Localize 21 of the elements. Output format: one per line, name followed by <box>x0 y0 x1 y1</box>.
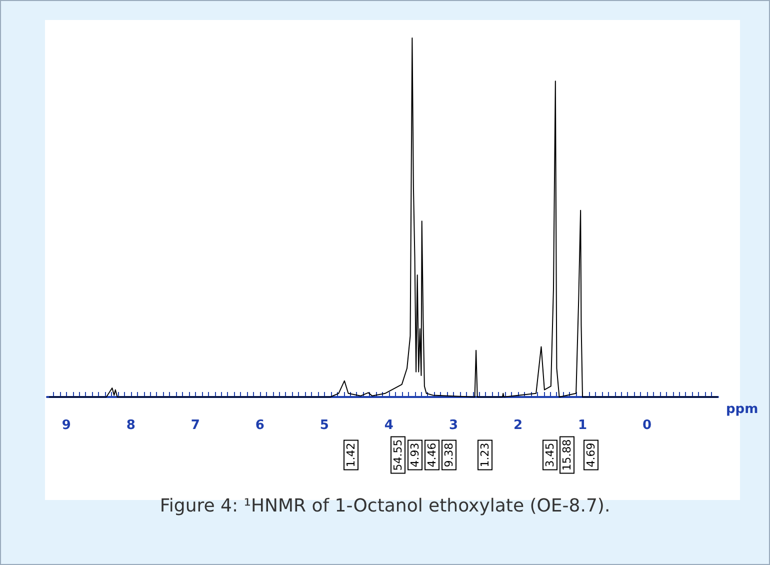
text: 4.93 <box>408 442 422 468</box>
text: 9.38 <box>442 442 456 468</box>
text: Figure 4: ¹HNMR of 1-Octanol ethoxylate (OE-8.7). <box>160 496 610 516</box>
x-tick-label: 3 <box>448 418 458 433</box>
x-tick-label: 5 <box>320 418 329 433</box>
text: 54.55 <box>392 439 404 471</box>
text: 1.42 <box>344 442 358 468</box>
x-tick-label: 8 <box>126 418 136 433</box>
x-tick-label: 1 <box>578 418 588 433</box>
x-axis-title: ppm <box>726 402 758 417</box>
text: 1.23 <box>478 442 492 468</box>
x-tick-label: 4 <box>384 418 394 433</box>
text: 4.69 <box>584 442 598 468</box>
text: 3.45 <box>544 442 556 468</box>
x-tick-label: 2 <box>513 418 523 433</box>
text: 4.46 <box>426 442 438 468</box>
x-tick-label: 9 <box>62 418 71 433</box>
x-tick-label: 0 <box>642 418 652 433</box>
x-tick-label: 7 <box>190 418 200 433</box>
text: 15.88 <box>560 439 574 471</box>
x-tick-label: 6 <box>255 418 264 433</box>
